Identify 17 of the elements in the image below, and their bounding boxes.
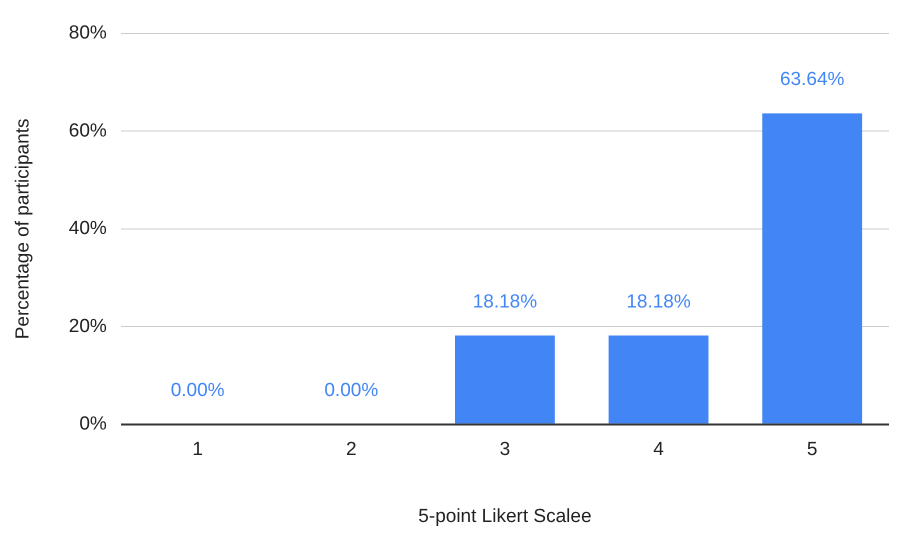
x-tick-label: 2 bbox=[346, 439, 357, 460]
data-label: 0.00% bbox=[170, 380, 225, 402]
y-tick-label: 0% bbox=[79, 414, 107, 435]
y-tick-label: 80% bbox=[68, 22, 107, 44]
data-label: 0.00% bbox=[324, 380, 378, 402]
y-tick-label: 60% bbox=[68, 120, 107, 142]
x-tick-label: 5 bbox=[806, 439, 818, 460]
data-label: 63.64% bbox=[780, 69, 845, 90]
data-label: 18.18% bbox=[626, 291, 691, 312]
x-axis-title: 5-point Likert Scalee bbox=[418, 506, 592, 527]
x-tick-label: 3 bbox=[500, 439, 510, 460]
y-tick-label: 40% bbox=[68, 218, 107, 240]
y-tick-label: 20% bbox=[68, 316, 107, 337]
x-tick-label: 4 bbox=[653, 439, 664, 460]
y-axis-title: Percentage of participants bbox=[12, 118, 34, 340]
data-label: 18.18% bbox=[472, 291, 538, 312]
x-tick-label: 1 bbox=[192, 439, 203, 460]
